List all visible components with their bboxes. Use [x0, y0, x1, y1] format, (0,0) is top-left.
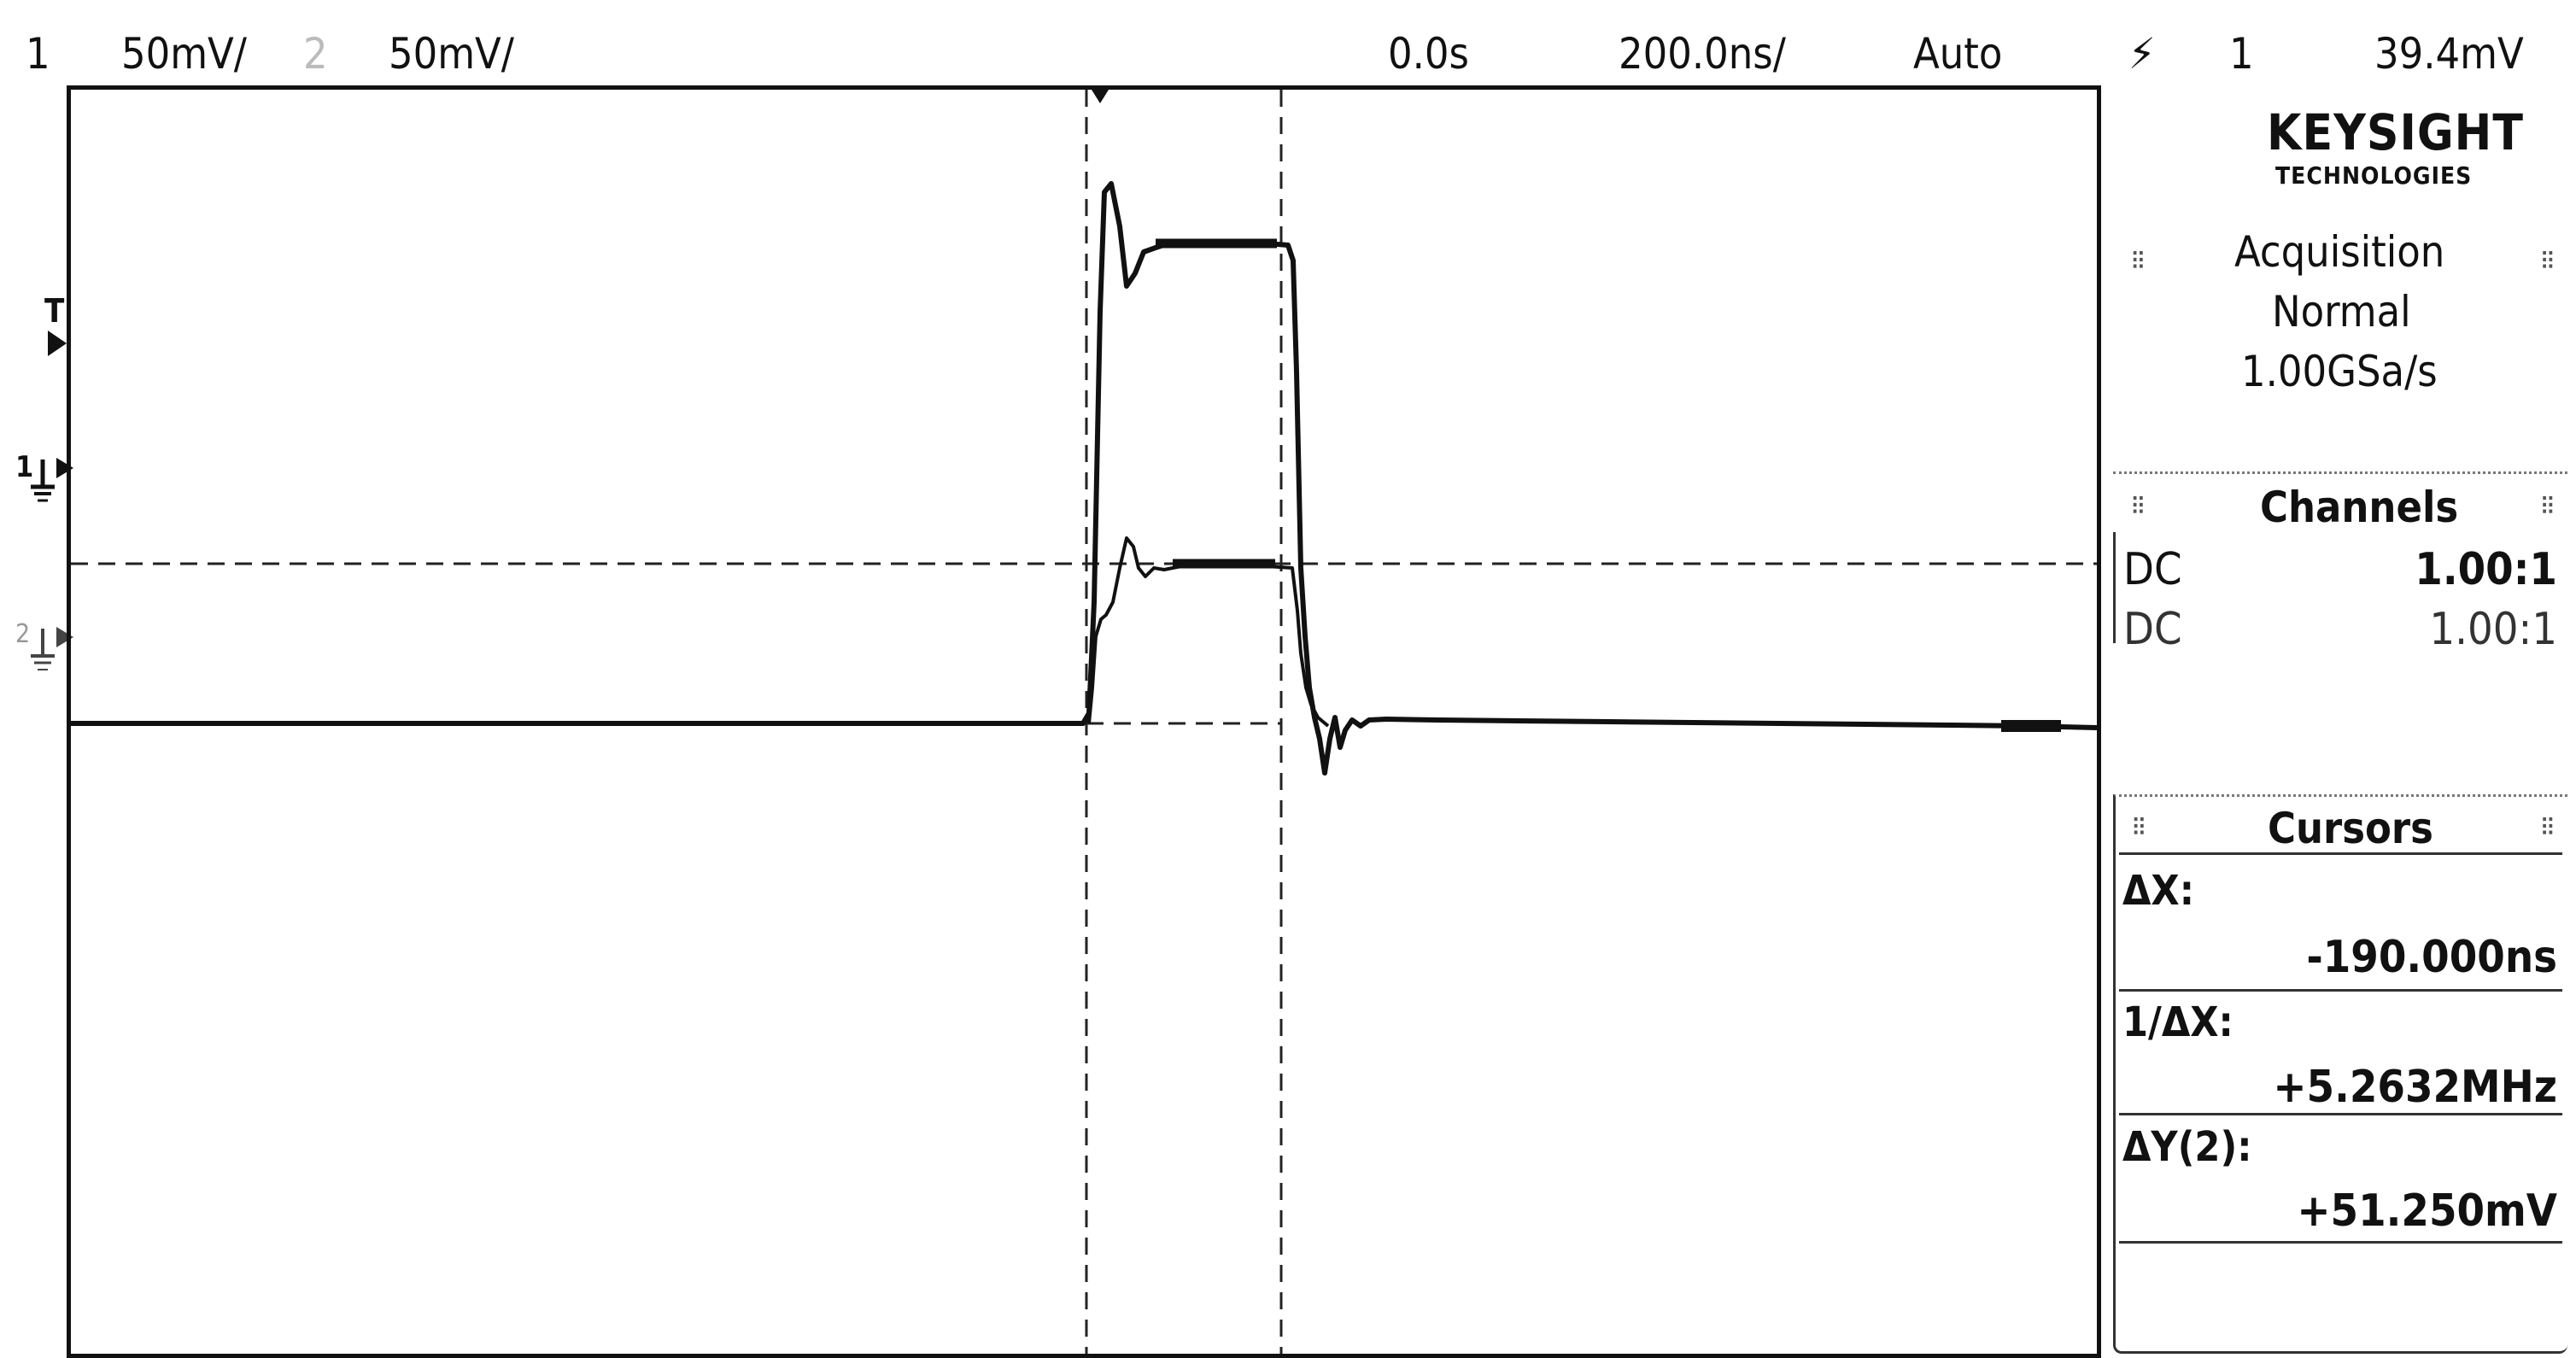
- waveform-display[interactable]: [67, 85, 2101, 1358]
- waveform-area: [71, 90, 2097, 1354]
- ch1-probe: 1.00:1: [2415, 544, 2557, 595]
- ground-icon: [31, 627, 73, 670]
- time-scale[interactable]: 200.0ns/: [1619, 29, 1786, 79]
- delta-x-label: ΔX:: [2122, 867, 2194, 915]
- divider: [2119, 1113, 2562, 1115]
- channel-row-marker: [2113, 532, 2124, 643]
- drag-handle-icon[interactable]: ⠿: [2539, 248, 2556, 276]
- channels-panel[interactable]: ⠿ ⠿ Channels DC 1.00:1 DC 1.00:1: [2113, 471, 2567, 730]
- drag-handle-icon[interactable]: ⠿: [2130, 248, 2146, 276]
- time-delay[interactable]: 0.0s: [1388, 29, 1469, 79]
- ch2-number[interactable]: 2: [303, 29, 328, 79]
- trigger-source[interactable]: 1: [2229, 29, 2254, 79]
- acquisition-title: Acquisition: [2234, 227, 2445, 277]
- divider: [2119, 989, 2562, 992]
- brand-logo: KEYSIGHT TECHNOLOGIES: [2113, 104, 2567, 198]
- ch2-trace: [1087, 536, 1330, 728]
- trigger-marker-label: T: [44, 292, 65, 330]
- brand-name: KEYSIGHT: [2267, 103, 2524, 161]
- channels-title: Channels: [2260, 483, 2459, 532]
- ch1-scale[interactable]: 50mV/: [121, 29, 247, 79]
- acquisition-rate: 1.00GSa/s: [2241, 347, 2438, 396]
- cursors-panel[interactable]: ⠿ ⠿ Cursors ΔX: -190.000ns 1/ΔX: +5.2632…: [2113, 794, 2567, 1354]
- cursors-title: Cursors: [2268, 804, 2433, 853]
- trigger-position-marker: [1092, 90, 1109, 103]
- divider: [2119, 1241, 2562, 1244]
- trigger-edge-icon: ⚡︎: [2128, 29, 2156, 79]
- trigger-arrow-icon: [48, 331, 67, 356]
- acquisition-mode: Normal: [2272, 287, 2411, 337]
- delta-y-label: ΔY(2):: [2122, 1123, 2252, 1171]
- brand-sub: TECHNOLOGIES: [2275, 161, 2473, 190]
- inv-delta-x-value: +5.2632MHz: [2273, 1062, 2557, 1113]
- ch1-number[interactable]: 1: [26, 29, 50, 79]
- drag-handle-icon[interactable]: ⠿: [2130, 493, 2146, 521]
- ch2-coupling: DC: [2123, 604, 2182, 655]
- ground-icon: [31, 458, 73, 502]
- drag-handle-icon[interactable]: ⠿: [2539, 814, 2556, 842]
- ch2-probe: 1.00:1: [2429, 604, 2557, 655]
- delta-x-value: -190.000ns: [2306, 932, 2557, 983]
- delta-y-value: +51.250mV: [2297, 1185, 2557, 1237]
- ch2-scale[interactable]: 50mV/: [389, 29, 514, 79]
- ch1-coupling: DC: [2123, 544, 2182, 595]
- trigger-mode[interactable]: Auto: [1913, 29, 2003, 79]
- drag-handle-icon[interactable]: ⠿: [2539, 493, 2556, 521]
- divider: [2119, 852, 2562, 855]
- trigger-level[interactable]: 39.4mV: [2374, 29, 2524, 79]
- ch1-trace: [71, 181, 2097, 776]
- ch2-marker-label: 2: [15, 619, 31, 649]
- acquisition-panel[interactable]: ⠿ ⠿ Acquisition Normal 1.00GSa/s: [2113, 222, 2567, 419]
- drag-handle-icon[interactable]: ⠿: [2131, 814, 2147, 842]
- ch1-marker-label: 1: [15, 450, 34, 484]
- inv-delta-x-label: 1/ΔX:: [2122, 998, 2234, 1046]
